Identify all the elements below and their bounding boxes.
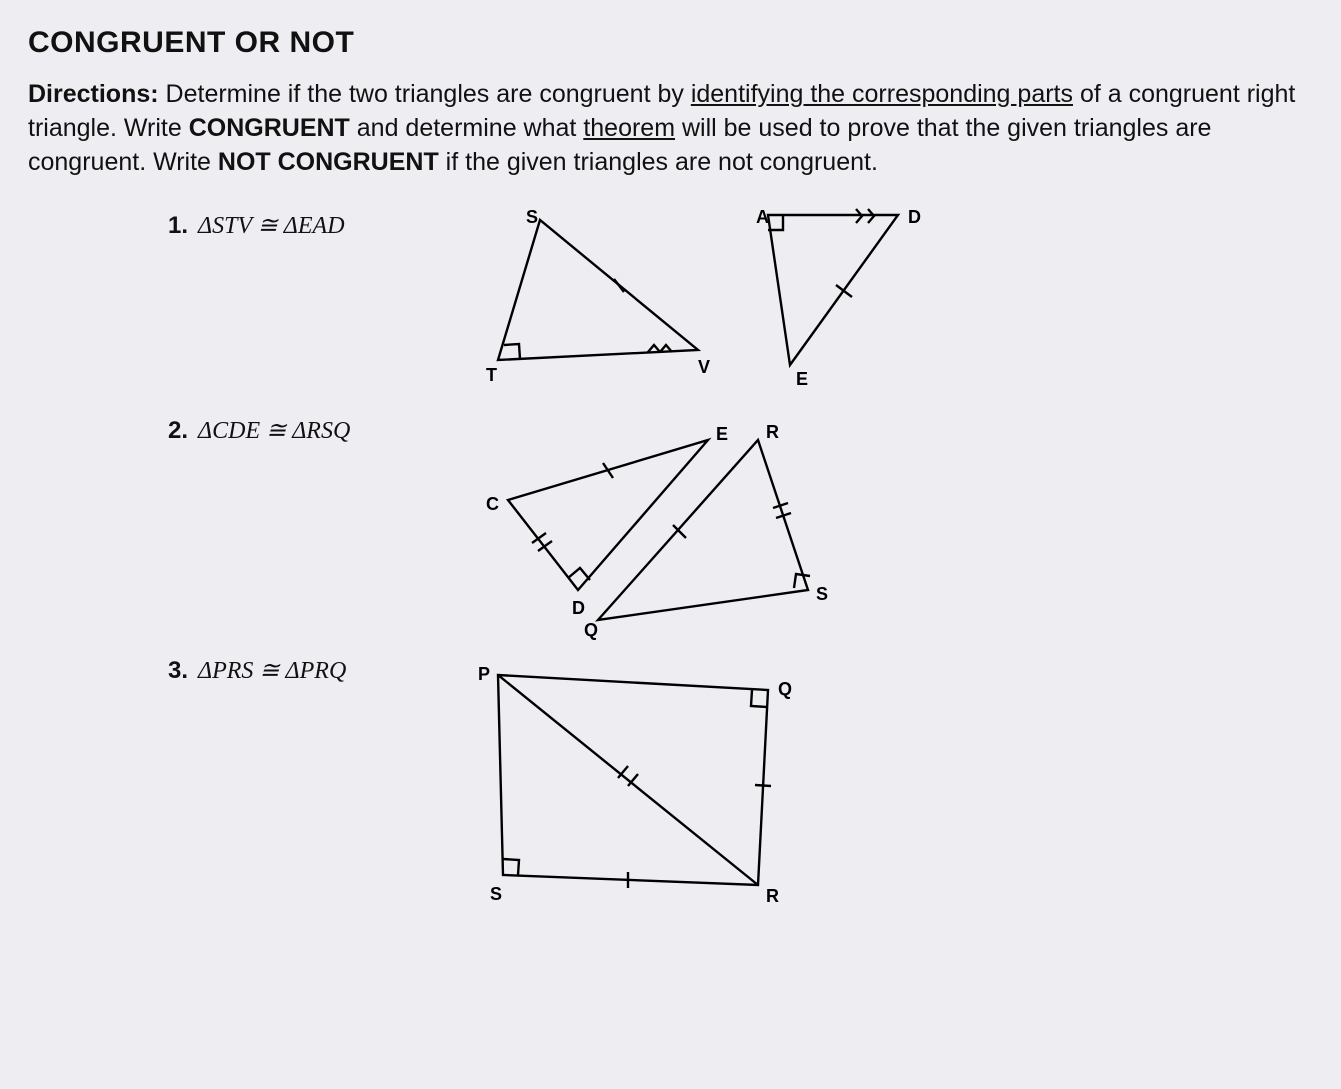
svg-text:D: D: [908, 207, 921, 227]
problem-3-figure: P Q R S: [468, 650, 1313, 910]
svg-text:P: P: [478, 664, 490, 684]
directions-text: Directions: Determine if the two triangl…: [28, 78, 1313, 179]
worksheet-page: CONGRUENT OR NOT Directions: Determine i…: [0, 0, 1341, 946]
svg-text:S: S: [816, 584, 828, 604]
svg-text:T: T: [486, 365, 497, 385]
figure-2-svg: C D E R S Q: [468, 410, 988, 640]
svg-text:E: E: [716, 424, 728, 444]
svg-text:Q: Q: [778, 679, 792, 699]
svg-text:V: V: [698, 357, 710, 377]
figure-1-svg: S T V A D E: [468, 205, 988, 400]
page-title: CONGRUENT OR NOT: [28, 26, 1313, 60]
svg-text:E: E: [796, 369, 808, 389]
svg-text:R: R: [766, 422, 779, 442]
problem-1: 1.ΔSTV ≅ ΔEAD S T V: [168, 205, 1313, 400]
problem-1-figure: S T V A D E: [468, 205, 1313, 400]
svg-text:Q: Q: [584, 620, 598, 640]
problem-1-label: 1.ΔSTV ≅ ΔEAD: [168, 205, 468, 240]
problem-2-figure: C D E R S Q: [468, 410, 1313, 640]
svg-text:S: S: [490, 884, 502, 904]
svg-text:S: S: [526, 207, 538, 227]
problem-2-label: 2.ΔCDE ≅ ΔRSQ: [168, 410, 468, 445]
svg-text:R: R: [766, 886, 779, 906]
problem-3-label: 3.ΔPRS ≅ ΔPRQ: [168, 650, 468, 685]
problem-list: 1.ΔSTV ≅ ΔEAD S T V: [168, 205, 1313, 910]
directions-label: Directions:: [28, 80, 159, 108]
figure-3-svg: P Q R S: [468, 650, 888, 910]
svg-text:A: A: [756, 207, 769, 227]
problem-3: 3.ΔPRS ≅ ΔPRQ: [168, 650, 1313, 910]
svg-text:D: D: [572, 598, 585, 618]
problem-2: 2.ΔCDE ≅ ΔRSQ C D E: [168, 410, 1313, 640]
svg-text:C: C: [486, 494, 499, 514]
